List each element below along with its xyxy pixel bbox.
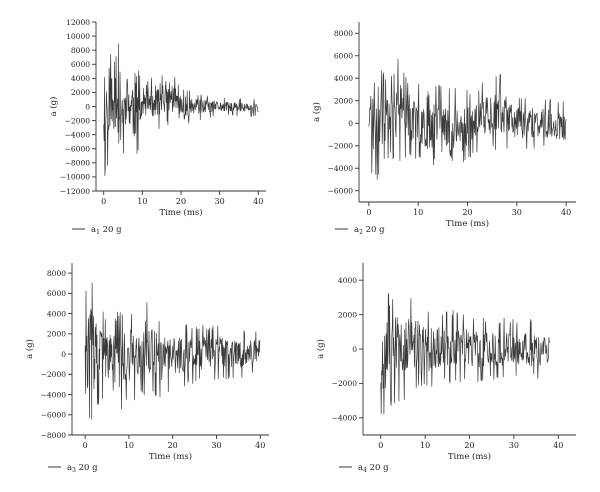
y-tick-label: 8000 bbox=[71, 46, 90, 55]
y-tick-label: 8000 bbox=[47, 269, 66, 278]
y-tick-label: 2000 bbox=[47, 330, 66, 339]
x-axis-label: Time (ms) bbox=[448, 451, 491, 462]
x-tick-label: 0 bbox=[366, 208, 371, 217]
y-tick-label: 2000 bbox=[71, 88, 90, 97]
y-axis-label: a (g) bbox=[24, 339, 35, 359]
x-tick-label: 40 bbox=[255, 441, 265, 450]
y-tick-label: 6000 bbox=[47, 289, 66, 298]
legend-label: a1 20 g bbox=[91, 225, 122, 236]
y-tick-label: −2000 bbox=[65, 116, 91, 125]
y-tick-label: −10000 bbox=[60, 173, 90, 182]
y-tick-label: 0 bbox=[352, 345, 357, 354]
x-axis-label: Time (ms) bbox=[149, 451, 192, 462]
y-tick-label: −2000 bbox=[332, 379, 358, 388]
chart-panel-a3: 0 10 20 30 40 −8000 −6000 −4000 −2000 0 2000 4000 60… bbox=[0, 246, 300, 492]
legend-label: a3 20 g bbox=[67, 463, 98, 474]
x-tick-label: 30 bbox=[215, 197, 225, 206]
y-tick-label: −4000 bbox=[41, 390, 67, 399]
x-tick-label: 10 bbox=[124, 441, 134, 450]
x-tick-label: 0 bbox=[83, 441, 88, 450]
y-tick-label: 0 bbox=[348, 119, 353, 128]
x-tick-label: 30 bbox=[509, 441, 519, 450]
y-tick-label: 0 bbox=[61, 350, 66, 359]
x-tick-label: 30 bbox=[211, 441, 221, 450]
y-tick-label: 6000 bbox=[334, 52, 353, 61]
x-tick-label: 20 bbox=[176, 197, 186, 206]
series-trace-1 bbox=[84, 282, 261, 420]
x-tick-label: 30 bbox=[512, 208, 522, 217]
y-tick-label: −8000 bbox=[41, 431, 67, 440]
y-tick-label: −2000 bbox=[328, 142, 354, 151]
chart-a2: 0 10 20 30 40 −6000 −4000 −2000 0 2000 4000 6000 800… bbox=[311, 22, 576, 236]
y-tick-label: 12000 bbox=[66, 18, 90, 27]
x-axis-label: Time (ms) bbox=[159, 207, 202, 218]
legend-label: a2 20 g bbox=[354, 225, 385, 236]
y-tick-label: −4000 bbox=[65, 130, 91, 139]
y-tick-label: −8000 bbox=[65, 159, 91, 168]
series-trace-1 bbox=[368, 58, 567, 180]
y-tick-label: 4000 bbox=[71, 74, 90, 83]
y-tick-label: 10000 bbox=[66, 32, 90, 41]
x-axis-label: Time (ms) bbox=[446, 218, 489, 229]
y-tick-label: 4000 bbox=[47, 309, 66, 318]
x-tick-label: 20 bbox=[464, 441, 474, 450]
y-tick-label: 4000 bbox=[338, 276, 357, 285]
y-tick-label: −12000 bbox=[60, 187, 90, 196]
y-tick-label: 6000 bbox=[71, 60, 90, 69]
y-tick-label: −4000 bbox=[328, 164, 354, 173]
series-trace-1 bbox=[103, 43, 259, 176]
x-tick-label: 10 bbox=[413, 208, 423, 217]
x-tick-label: 20 bbox=[168, 441, 178, 450]
series-trace-1 bbox=[380, 293, 550, 415]
x-tick-label: 20 bbox=[462, 208, 472, 217]
chart-a4: 0 10 20 30 40 −4000 −2000 0 2000 4000 Time (ms) a (… bbox=[315, 263, 576, 474]
x-tick-label: 10 bbox=[420, 441, 430, 450]
chart-panel-a2: 0 10 20 30 40 −6000 −4000 −2000 0 2000 4000 6000 800… bbox=[300, 0, 600, 246]
x-tick-label: 40 bbox=[553, 441, 563, 450]
legend-label: a4 20 g bbox=[358, 463, 389, 474]
y-tick-label: −6000 bbox=[328, 187, 354, 196]
y-axis-label: a (g) bbox=[311, 102, 322, 122]
y-axis-label: a (g) bbox=[48, 97, 59, 117]
chart-a1: 0 10 20 30 40 −12000 −10000 −8000 −6000 −4000 −200… bbox=[48, 18, 266, 236]
x-tick-label: 40 bbox=[561, 208, 571, 217]
y-tick-label: 4000 bbox=[334, 74, 353, 83]
chart-a3: 0 10 20 30 40 −8000 −6000 −4000 −2000 0 2000 4000 60… bbox=[24, 263, 269, 474]
y-tick-label: −2000 bbox=[41, 370, 67, 379]
y-tick-label: 2000 bbox=[334, 97, 353, 106]
y-tick-label: −4000 bbox=[332, 414, 358, 423]
y-tick-label: −6000 bbox=[65, 145, 91, 154]
x-tick-label: 10 bbox=[137, 197, 147, 206]
y-tick-label: 2000 bbox=[338, 310, 357, 319]
y-tick-label: −6000 bbox=[41, 411, 67, 420]
x-tick-label: 40 bbox=[253, 197, 263, 206]
x-tick-label: 0 bbox=[101, 197, 106, 206]
y-axis-label: a (g) bbox=[315, 339, 326, 359]
chart-panel-a4: 0 10 20 30 40 −4000 −2000 0 2000 4000 Time (ms) a (… bbox=[300, 246, 600, 492]
y-tick-label: 8000 bbox=[334, 29, 353, 38]
x-tick-label: 0 bbox=[378, 441, 383, 450]
y-tick-label: 0 bbox=[85, 102, 90, 111]
chart-panel-a1: 0 10 20 30 40 −12000 −10000 −8000 −6000 −4000 −200… bbox=[0, 0, 300, 246]
